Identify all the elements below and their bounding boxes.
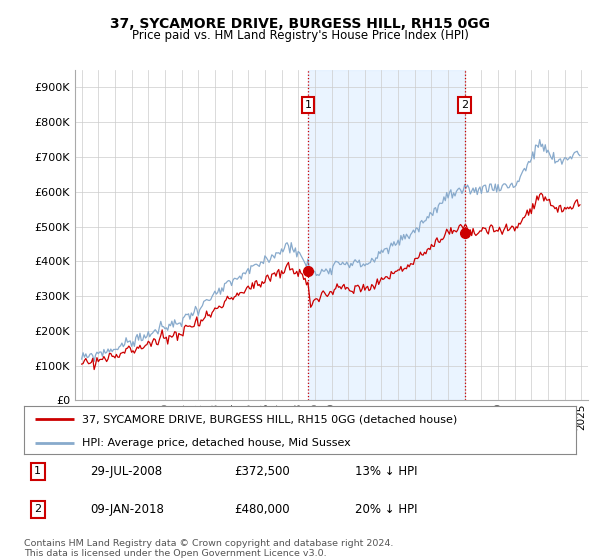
Text: £480,000: £480,000 [234,503,289,516]
Text: 29-JUL-2008: 29-JUL-2008 [90,465,163,478]
Text: 37, SYCAMORE DRIVE, BURGESS HILL, RH15 0GG: 37, SYCAMORE DRIVE, BURGESS HILL, RH15 0… [110,17,490,31]
Text: 2: 2 [461,100,469,110]
Bar [308,70,465,400]
Text: 09-JAN-2018: 09-JAN-2018 [90,503,164,516]
Text: 1: 1 [304,100,311,110]
Text: 13% ↓ HPI: 13% ↓ HPI [355,465,418,478]
Text: 1: 1 [34,466,41,476]
Text: Price paid vs. HM Land Registry's House Price Index (HPI): Price paid vs. HM Land Registry's House … [131,29,469,42]
Text: 2: 2 [34,504,41,514]
Text: £372,500: £372,500 [234,465,290,478]
Text: 20% ↓ HPI: 20% ↓ HPI [355,503,418,516]
Text: 37, SYCAMORE DRIVE, BURGESS HILL, RH15 0GG (detached house): 37, SYCAMORE DRIVE, BURGESS HILL, RH15 0… [82,414,457,424]
Text: HPI: Average price, detached house, Mid Sussex: HPI: Average price, detached house, Mid … [82,438,351,448]
Text: Contains HM Land Registry data © Crown copyright and database right 2024.
This d: Contains HM Land Registry data © Crown c… [24,539,394,558]
